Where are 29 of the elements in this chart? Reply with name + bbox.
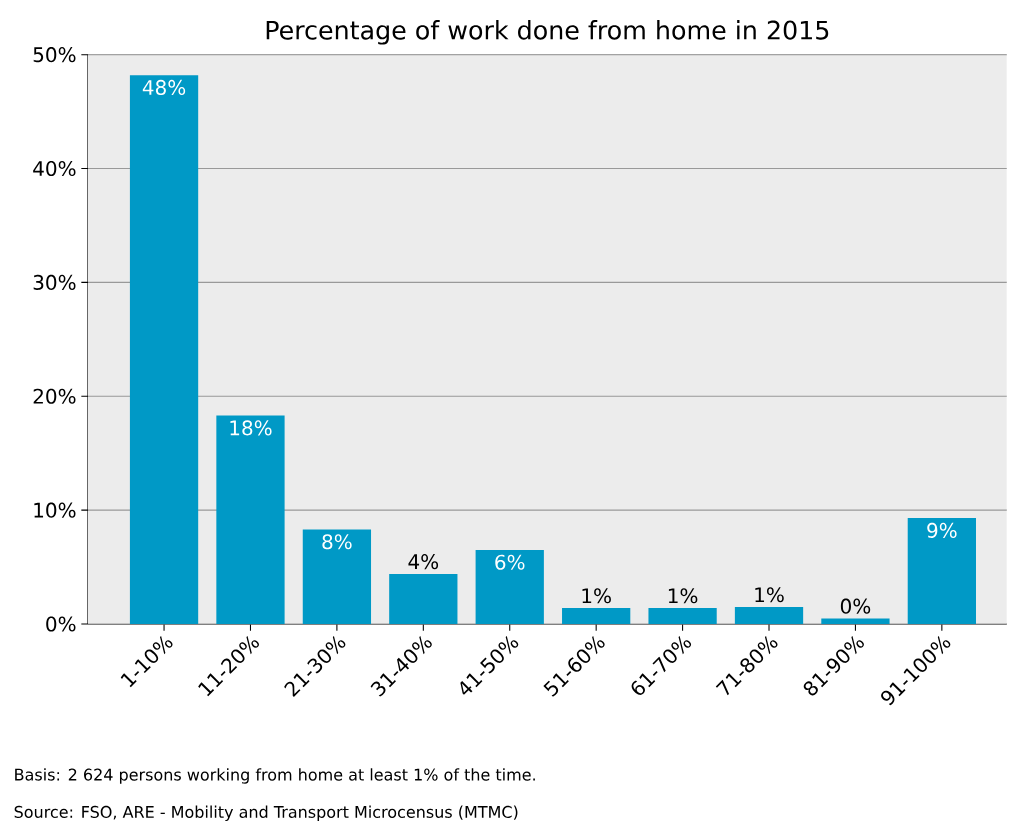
data-label: 6%: [495, 554, 525, 570]
bar: [389, 573, 458, 624]
data-label: 4%: [408, 554, 439, 570]
bar: [734, 607, 804, 624]
data-label: 1%: [668, 588, 698, 604]
y-tick-label: 20%: [33, 388, 76, 404]
data-label: 48%: [142, 79, 186, 96]
y-tick-label: 0%: [46, 616, 76, 632]
bar: [821, 618, 890, 624]
chart-title: Percentage of work done from home in 2015: [266, 20, 829, 45]
bar: [907, 518, 976, 624]
y-tick-label: 30%: [33, 274, 76, 290]
bar: [648, 608, 717, 624]
bar: [302, 529, 372, 624]
source-note: Source: FSO, ARE - Mobility and Transport Microcensus (MTMC): [14, 805, 518, 822]
y-tick-label: 10%: [34, 502, 76, 518]
y-tick-label: 40%: [33, 160, 76, 177]
bar: [562, 608, 631, 624]
bar: [475, 549, 544, 624]
text: Basis: 2 624 persons working from home at least 1% of the time.: [15, 768, 535, 784]
bar: [129, 75, 199, 624]
data-label: 1%: [755, 587, 784, 603]
data-label: 18%: [230, 420, 272, 436]
data-label: 8%: [322, 534, 352, 550]
data-label: 9%: [927, 522, 957, 538]
data-label: 0%: [840, 598, 871, 614]
y-tick-label: 50%: [33, 47, 76, 63]
data-label: 1%: [582, 588, 611, 604]
bar: [216, 415, 285, 624]
